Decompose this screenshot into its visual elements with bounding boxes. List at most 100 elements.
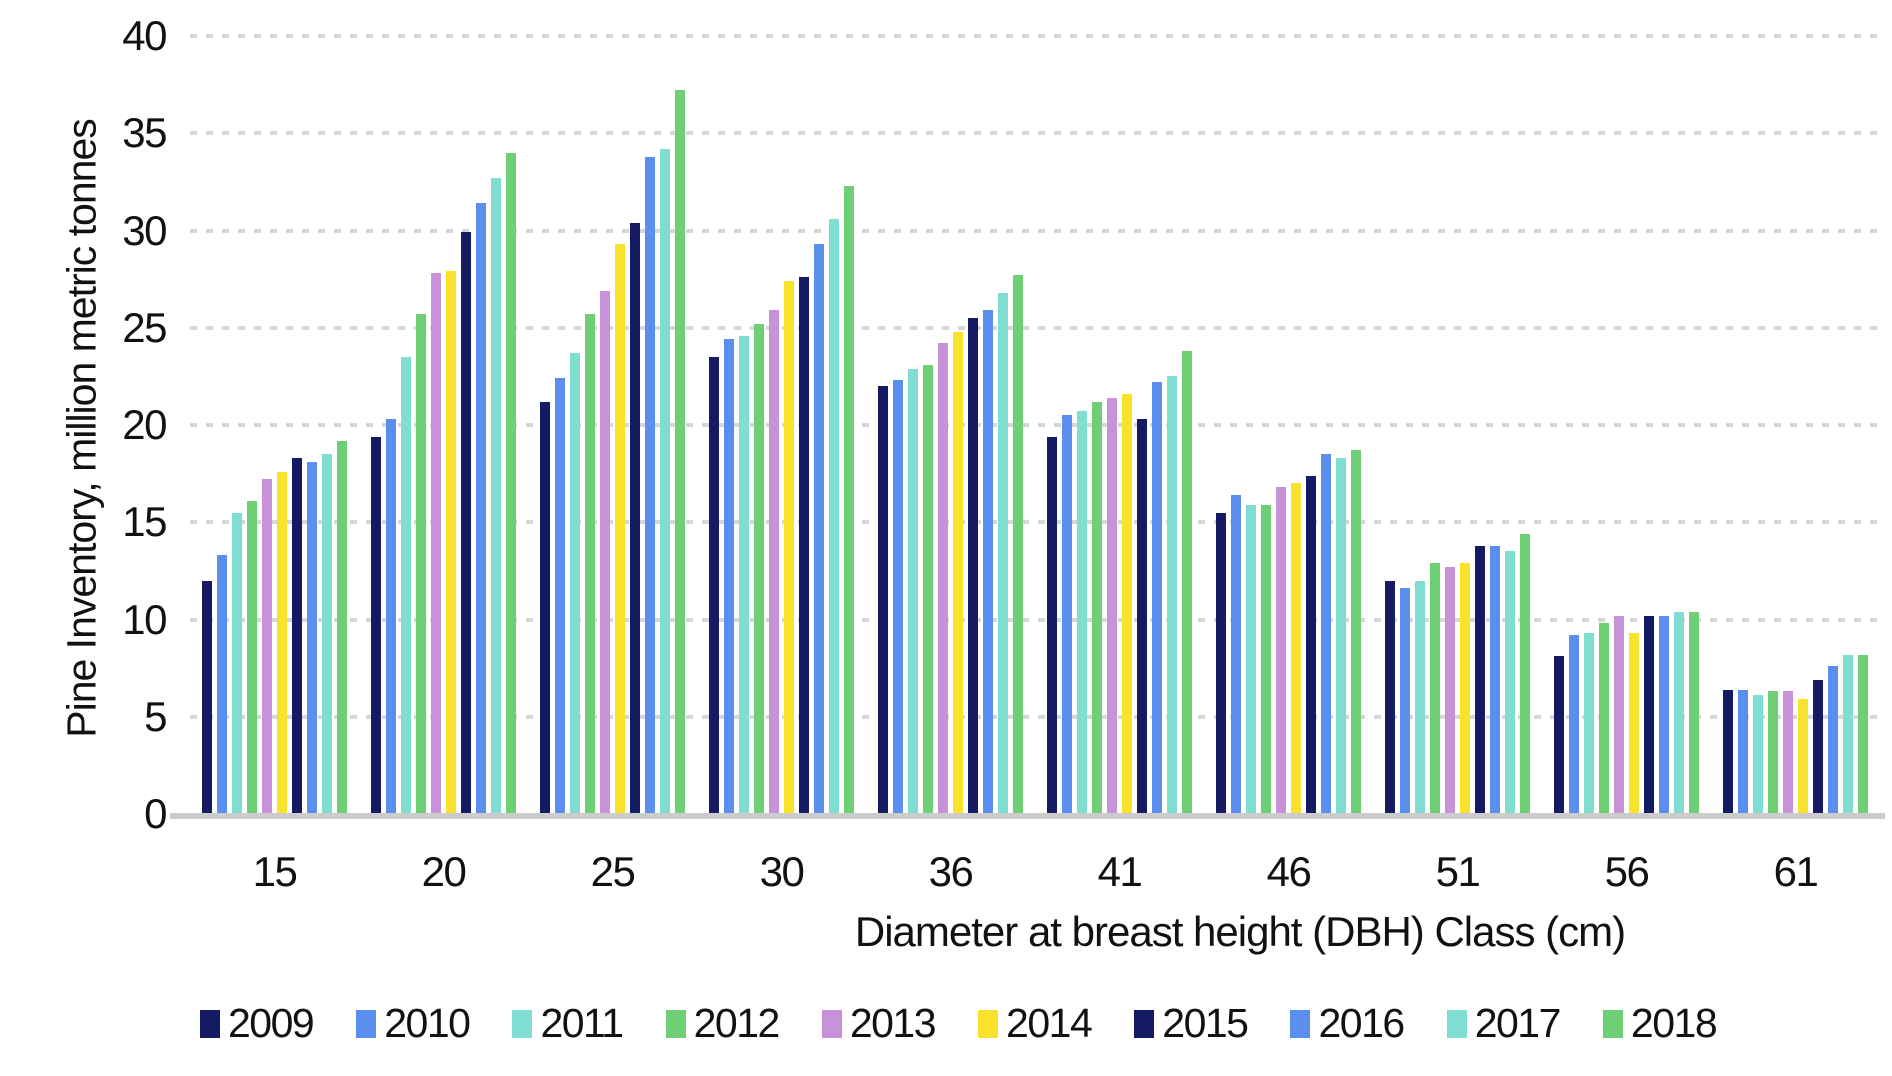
bar-2017-dbh-25 bbox=[660, 148, 670, 814]
bar-2013-dbh-51 bbox=[1445, 567, 1455, 814]
bar-group-dbh-15 bbox=[190, 36, 359, 814]
legend-label-2009: 2009 bbox=[228, 1000, 315, 1046]
bar-2017-dbh-56 bbox=[1674, 611, 1684, 814]
legend-item-2012: 2012 bbox=[665, 1000, 781, 1047]
x-tick-label-25: 25 bbox=[590, 848, 636, 895]
legend-swatch-2016 bbox=[1290, 1009, 1311, 1038]
legend-item-2011: 2011 bbox=[512, 1000, 624, 1047]
bar-group-dbh-51 bbox=[1373, 36, 1542, 814]
legend-label-2010: 2010 bbox=[384, 1000, 471, 1046]
y-tick-label-30: 30 bbox=[122, 206, 167, 254]
y-tick-label-35: 35 bbox=[122, 109, 167, 157]
legend-item-2018: 2018 bbox=[1602, 1000, 1718, 1047]
bar-2017-dbh-46 bbox=[1336, 458, 1346, 814]
bar-2012-dbh-36 bbox=[923, 364, 933, 814]
bar-2018-dbh-20 bbox=[506, 152, 516, 814]
bar-2018-dbh-36 bbox=[1013, 275, 1023, 814]
legend-item-2009: 2009 bbox=[200, 1000, 315, 1047]
bar-2009-dbh-56 bbox=[1554, 656, 1564, 814]
gridline-20 bbox=[190, 423, 1880, 427]
bar-2014-dbh-36 bbox=[953, 331, 963, 814]
bar-group-dbh-41 bbox=[1035, 36, 1204, 814]
bar-groups bbox=[190, 36, 1880, 814]
legend-item-2014: 2014 bbox=[978, 1000, 1093, 1047]
bar-2017-dbh-20 bbox=[491, 178, 501, 814]
bar-2016-dbh-61 bbox=[1828, 666, 1838, 814]
bar-2016-dbh-20 bbox=[476, 203, 486, 814]
bar-2016-dbh-51 bbox=[1490, 545, 1500, 814]
bar-2012-dbh-15 bbox=[247, 500, 257, 814]
x-tick-label-20: 20 bbox=[421, 848, 467, 895]
bar-2010-dbh-61 bbox=[1738, 689, 1748, 814]
gridline-35 bbox=[190, 131, 1880, 136]
legend-swatch-2010 bbox=[356, 1009, 377, 1038]
bar-2016-dbh-56 bbox=[1659, 615, 1669, 814]
plot-area bbox=[170, 34, 1885, 819]
legend-label-2013: 2013 bbox=[849, 1000, 937, 1046]
bar-2012-dbh-30 bbox=[754, 323, 764, 814]
y-tick-label-40: 40 bbox=[122, 12, 167, 59]
legend-item-2015: 2015 bbox=[1134, 1000, 1249, 1047]
legend-swatch-2009 bbox=[200, 1009, 220, 1038]
bar-2015-dbh-20 bbox=[461, 232, 471, 814]
bar-2011-dbh-20 bbox=[401, 356, 411, 814]
bar-2009-dbh-36 bbox=[878, 386, 888, 814]
bar-2018-dbh-15 bbox=[337, 440, 347, 814]
bar-2014-dbh-20 bbox=[446, 271, 456, 814]
bar-2014-dbh-61 bbox=[1798, 699, 1808, 814]
bar-2010-dbh-41 bbox=[1062, 415, 1072, 814]
bar-2015-dbh-51 bbox=[1475, 545, 1485, 814]
bar-2012-dbh-56 bbox=[1599, 623, 1609, 814]
x-tick-label-30: 30 bbox=[759, 848, 805, 895]
legend-label-2017: 2017 bbox=[1474, 1000, 1562, 1046]
legend-label-2014: 2014 bbox=[1006, 1000, 1093, 1046]
x-tick-label-15: 15 bbox=[252, 848, 298, 895]
bar-2016-dbh-30 bbox=[814, 244, 824, 814]
bar-2011-dbh-51 bbox=[1415, 580, 1425, 814]
legend-swatch-2018 bbox=[1602, 1009, 1623, 1038]
bar-2013-dbh-15 bbox=[262, 479, 272, 814]
bar-2015-dbh-30 bbox=[799, 277, 809, 814]
gridline-30 bbox=[190, 228, 1880, 233]
bar-2015-dbh-61 bbox=[1813, 679, 1823, 814]
bar-2012-dbh-61 bbox=[1768, 691, 1778, 814]
gridline-5 bbox=[190, 714, 1880, 719]
bar-2015-dbh-46 bbox=[1306, 475, 1316, 814]
x-tick-label-41: 41 bbox=[1097, 848, 1143, 895]
x-tick-label-56: 56 bbox=[1604, 848, 1650, 895]
bar-2018-dbh-56 bbox=[1689, 611, 1699, 814]
bar-2009-dbh-20 bbox=[371, 436, 381, 814]
bar-2011-dbh-25 bbox=[570, 353, 580, 814]
bar-group-dbh-20 bbox=[359, 36, 528, 814]
legend-item-2017: 2017 bbox=[1446, 1000, 1562, 1047]
bar-2014-dbh-56 bbox=[1629, 633, 1639, 814]
bar-2013-dbh-30 bbox=[769, 310, 779, 814]
bar-2018-dbh-51 bbox=[1520, 533, 1530, 814]
bar-2018-dbh-61 bbox=[1858, 654, 1868, 814]
bar-2013-dbh-41 bbox=[1107, 397, 1117, 814]
gridline-40 bbox=[190, 34, 1880, 38]
bar-group-dbh-25 bbox=[528, 36, 697, 814]
legend-label-2012: 2012 bbox=[693, 1000, 781, 1046]
bar-2010-dbh-20 bbox=[386, 419, 396, 814]
legend-swatch-2015 bbox=[1134, 1009, 1155, 1038]
x-tick-label-51: 51 bbox=[1435, 848, 1481, 895]
bar-2014-dbh-41 bbox=[1122, 393, 1132, 814]
legend-swatch-2017 bbox=[1446, 1009, 1467, 1038]
legend-swatch-2014 bbox=[978, 1009, 999, 1038]
legend-item-2010: 2010 bbox=[356, 1000, 471, 1047]
bar-group-dbh-56 bbox=[1542, 36, 1711, 814]
bar-2010-dbh-25 bbox=[555, 378, 565, 814]
x-tick-label-61: 61 bbox=[1773, 848, 1819, 895]
bar-2016-dbh-25 bbox=[645, 156, 655, 814]
y-tick-label-10: 10 bbox=[122, 595, 167, 643]
bar-2013-dbh-20 bbox=[431, 273, 441, 814]
bar-2017-dbh-36 bbox=[998, 292, 1008, 814]
bar-2010-dbh-46 bbox=[1231, 495, 1241, 814]
legend-swatch-2011 bbox=[512, 1009, 533, 1038]
bar-2016-dbh-15 bbox=[307, 461, 317, 814]
bar-2018-dbh-30 bbox=[844, 185, 854, 814]
bar-2010-dbh-56 bbox=[1569, 635, 1579, 814]
bar-2010-dbh-30 bbox=[724, 339, 734, 814]
